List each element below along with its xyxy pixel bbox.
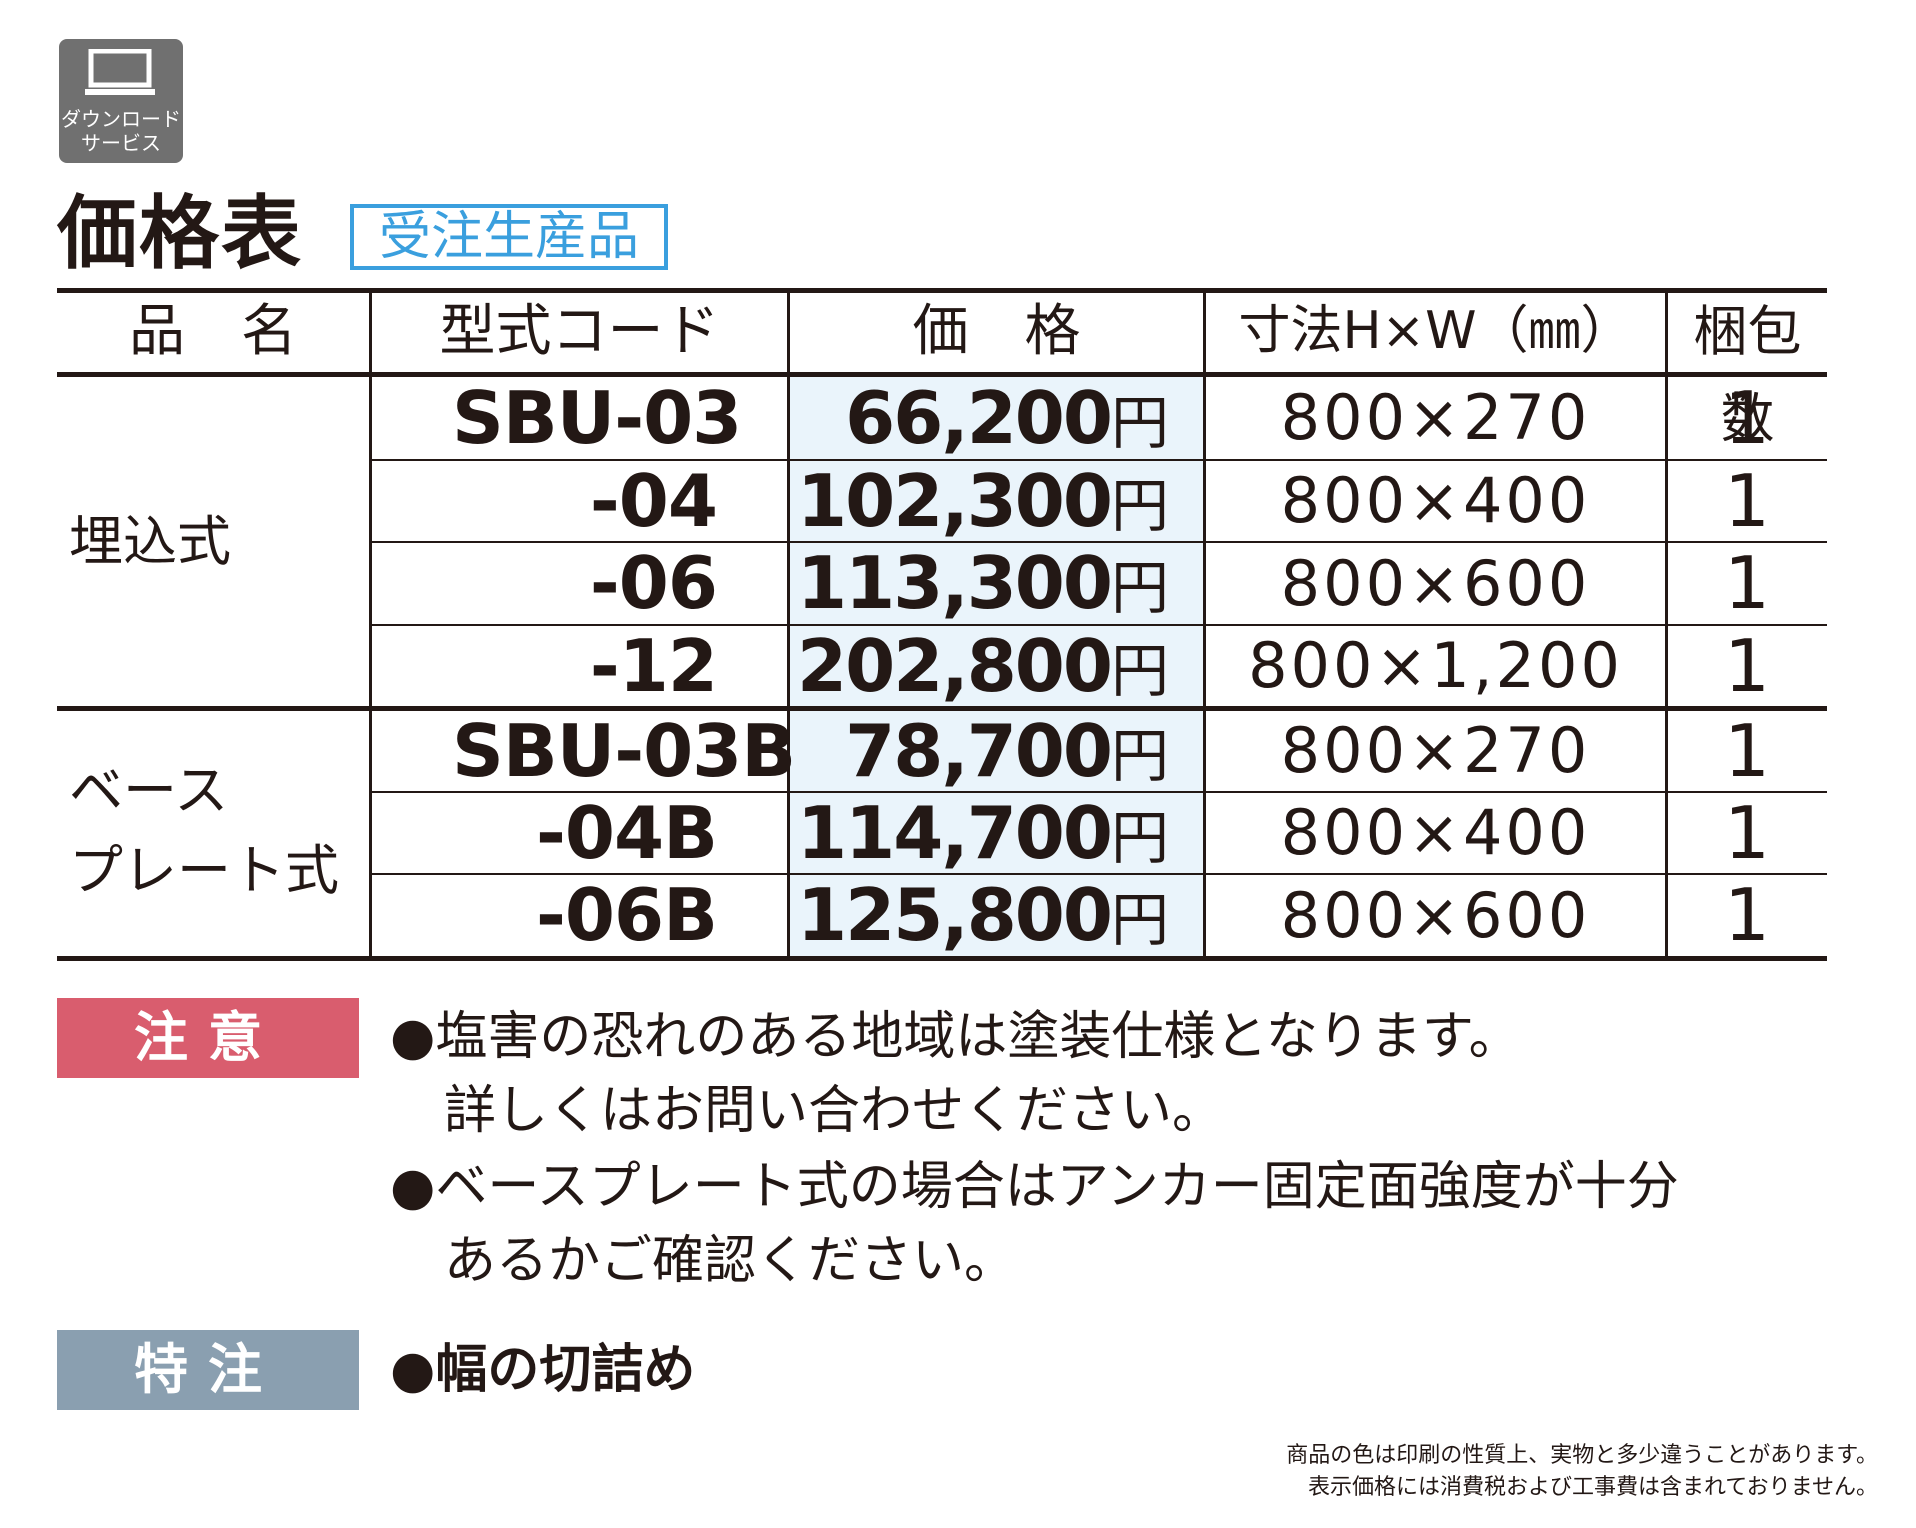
dimensions: 800×600 <box>1280 547 1591 620</box>
row-rule <box>371 624 1827 626</box>
special-order-label: 特注 <box>57 1330 359 1410</box>
header-model-code: 型式コード <box>439 299 720 364</box>
price-column-shade <box>789 377 1203 957</box>
footer-disclaimer: 商品の色は印刷の性質上、実物と多少違うことがあります。 表示価格には消費税および… <box>1286 1440 1878 1504</box>
table-bottom-rule <box>57 956 1827 961</box>
footer-line-2: 表示価格には消費税および工事費は含まれておりません。 <box>1307 1475 1878 1500</box>
package-count: 1 <box>1724 376 1770 460</box>
model-code: SBU-03 <box>452 376 742 460</box>
dimensions: 800×400 <box>1280 464 1591 537</box>
column-rule <box>787 288 790 961</box>
download-badge-line2: サービス <box>81 131 161 155</box>
group-name-baseplate-line2: プレート式 <box>69 839 339 902</box>
dimensions: 800×270 <box>1280 381 1591 454</box>
row-rule <box>371 459 1827 461</box>
header-package-count: 梱包数 <box>1693 300 1802 450</box>
price-table: 品 名 型式コード 価 格 寸法H×W（㎜） 梱包数 埋込式 ベース プレート式… <box>57 288 1827 961</box>
header-price: 価 格 <box>912 299 1081 364</box>
column-rule <box>1665 288 1668 961</box>
group-name-embedded: 埋込式 <box>69 510 231 573</box>
row-rule <box>371 541 1827 543</box>
row-rule <box>371 791 1827 793</box>
special-order-note: ●幅の切詰め <box>390 1340 696 1400</box>
bullet-icon: ● <box>390 1340 436 1400</box>
made-to-order-badge: 受注生産品 <box>350 204 668 270</box>
package-count: 1 <box>1724 459 1770 543</box>
dimensions: 800×270 <box>1280 714 1591 787</box>
header-product-name: 品 名 <box>129 299 297 364</box>
model-code: -12 <box>589 624 718 708</box>
model-code: SBU-03B <box>452 709 796 793</box>
header-dimensions: 寸法H×W（㎜） <box>1238 301 1633 361</box>
package-count: 1 <box>1724 709 1770 793</box>
bullet-icon: ● <box>390 1007 436 1067</box>
header-rule <box>57 372 1827 377</box>
column-rule <box>1203 288 1206 961</box>
caution-note-1: ●塩害の恐れのある地域は塗装仕様となります。 詳しくはお問い合わせください。 <box>390 1007 1521 1141</box>
caution-note-2: ●ベースプレート式の場合はアンカー固定面強度が十分 あるかご確認ください。 <box>390 1157 1679 1291</box>
package-count: 1 <box>1724 873 1770 957</box>
model-code: -04B <box>536 791 718 875</box>
package-count: 1 <box>1724 541 1770 625</box>
table-top-rule <box>57 288 1827 293</box>
dimensions: 800×400 <box>1280 796 1591 869</box>
group-separator <box>57 706 1827 711</box>
bullet-icon: ● <box>390 1157 436 1217</box>
footer-line-1: 商品の色は印刷の性質上、実物と多少違うことがあります。 <box>1286 1443 1878 1468</box>
dimensions: 800×600 <box>1280 879 1591 952</box>
download-badge-line1: ダウンロード <box>61 107 181 131</box>
dimensions: 800×1,200 <box>1248 629 1623 702</box>
model-code: -06 <box>589 541 718 625</box>
package-count: 1 <box>1724 791 1770 875</box>
column-rule <box>369 288 372 961</box>
download-service-badge[interactable]: ダウンロード サービス <box>59 39 183 163</box>
row-rule <box>371 873 1827 875</box>
page-title: 価格表 <box>57 187 303 280</box>
monitor-icon <box>85 49 155 95</box>
group-name-baseplate-line1: ベース <box>69 759 229 822</box>
package-count: 1 <box>1724 624 1770 708</box>
model-code: -04 <box>589 459 718 543</box>
caution-label: 注意 <box>57 998 359 1078</box>
model-code: -06B <box>536 873 718 957</box>
